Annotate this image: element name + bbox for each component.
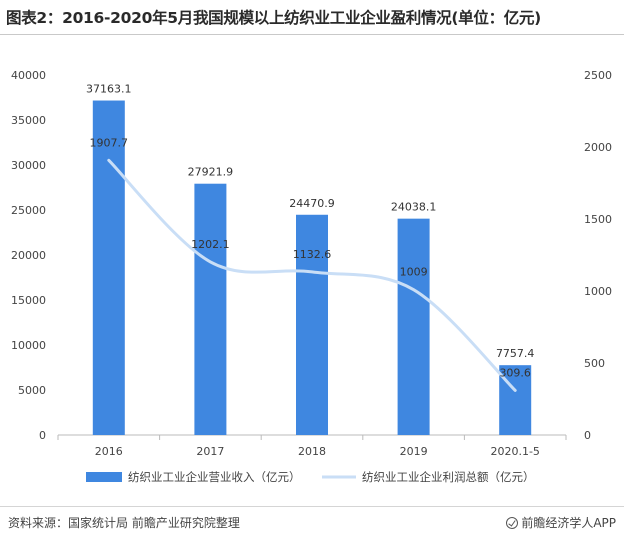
legend: 纺织业工业企业营业收入（亿元） 纺织业工业企业利润总额（亿元） <box>86 470 535 484</box>
bar-value-label: 27921.9 <box>188 166 234 179</box>
y-left-tick-label: 15000 <box>11 294 46 307</box>
line-value-label: 1202.1 <box>191 238 230 251</box>
bar-value-label: 24038.1 <box>391 201 437 214</box>
y-right-tick-label: 0 <box>584 429 591 442</box>
title-divider <box>0 34 624 35</box>
y-left-tick-label: 40000 <box>11 69 46 82</box>
bar <box>92 100 125 435</box>
bar-value-label: 24470.9 <box>289 197 335 210</box>
source-note: 资料来源：国家统计局 前瞻产业研究院整理 <box>8 516 240 530</box>
line-value-label: 1132.6 <box>293 248 332 261</box>
y-right-tick-label: 500 <box>584 357 605 370</box>
axes: 0500010000150002000025000300003500040000… <box>11 69 612 458</box>
legend-bar-swatch <box>86 472 122 482</box>
combo-chart: 0500010000150002000025000300003500040000… <box>11 69 612 484</box>
x-tick-label: 2018 <box>298 445 326 458</box>
line-series <box>107 158 517 392</box>
y-left-tick-label: 35000 <box>11 114 46 127</box>
y-left-tick-label: 30000 <box>11 159 46 172</box>
y-right-tick-label: 1500 <box>584 213 612 226</box>
line-value-label: 1907.7 <box>90 136 129 149</box>
bar-value-label: 37163.1 <box>86 83 132 96</box>
y-left-tick-label: 20000 <box>11 249 46 262</box>
bar <box>296 214 328 435</box>
y-left-tick-label: 10000 <box>11 339 46 352</box>
line-value-label: 1009 <box>400 266 428 279</box>
footer-divider <box>0 506 624 507</box>
y-left-tick-label: 25000 <box>11 204 46 217</box>
brand-name: 前瞻经济学人APP <box>521 516 616 530</box>
y-right-tick-label: 1000 <box>584 285 612 298</box>
x-tick-label: 2019 <box>400 445 428 458</box>
x-tick-label: 2017 <box>196 445 224 458</box>
bar <box>397 218 430 435</box>
legend-bar-label: 纺织业工业企业营业收入（亿元） <box>128 470 301 484</box>
y-left-tick-label: 5000 <box>18 384 46 397</box>
legend-line-label: 纺织业工业企业利润总额（亿元） <box>362 470 535 484</box>
line-value-label: 309.6 <box>499 366 531 379</box>
brand-mark: 前瞻经济学人APP <box>506 514 616 531</box>
bar-series <box>92 100 532 435</box>
chart-title: 图表2：2016-2020年5月我国规模以上纺织业工业企业盈利情况(单位：亿元) <box>6 9 541 27</box>
x-tick-label: 2016 <box>95 445 123 458</box>
y-right-tick-label: 2500 <box>584 69 612 82</box>
bar <box>194 183 227 435</box>
brand-logo-icon <box>506 517 519 529</box>
bar-value-label: 7757.4 <box>496 347 535 360</box>
y-right-tick-label: 2000 <box>584 141 612 154</box>
x-tick-label: 2020.1-5 <box>490 445 539 458</box>
y-left-tick-label: 0 <box>39 429 46 442</box>
data-labels: 37163.1 27921.9 24470.9 24038.1 7757.4 1907.7… <box>86 83 534 380</box>
